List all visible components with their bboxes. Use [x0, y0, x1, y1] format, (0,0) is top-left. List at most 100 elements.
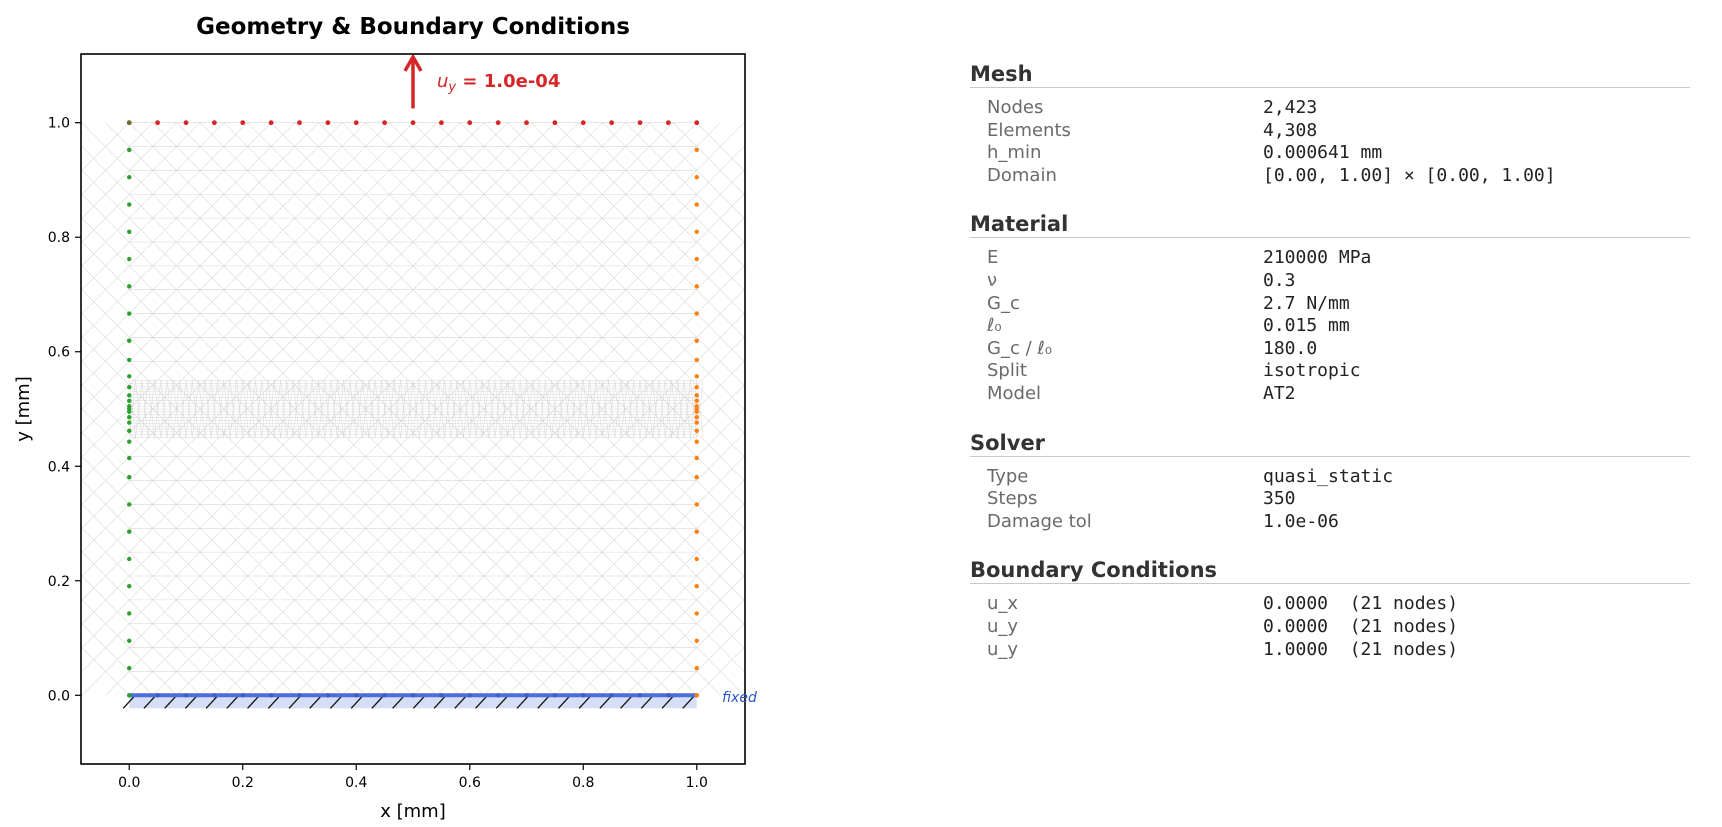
info-row-label: Type: [987, 465, 1029, 487]
top-node: [353, 120, 359, 126]
bottom-node: [354, 693, 359, 698]
bottom-node: [637, 693, 643, 698]
bottom-node: [439, 693, 444, 698]
right-node: [694, 414, 699, 420]
bottom-node: [325, 693, 331, 698]
right-node: [694, 584, 699, 589]
top-node: [637, 120, 643, 126]
load-arrow-head: [403, 53, 423, 72]
top-node: [694, 120, 700, 126]
info-row-value: 0.015 mm: [1263, 315, 1350, 337]
top-node: [609, 120, 615, 126]
mesh-grid: [81, 122, 745, 696]
section-mesh: Mesh Nodes 2,423 Elements 4,308 h_min 0.000641…: [970, 62, 1690, 187]
info-panel: Mesh Nodes 2,423 Elements 4,308 h_min 0.000641…: [970, 62, 1690, 686]
info-row-value: AT2: [1263, 382, 1296, 404]
x-axis-label: x [mm]: [380, 801, 446, 822]
top-node: [410, 120, 416, 126]
bottom-node: [609, 693, 614, 698]
section-solver: Solver Type quasi_static Steps 350 Damage tol…: [970, 431, 1690, 534]
bottom-node: [524, 693, 529, 698]
x-tick-label: 0.2: [232, 775, 254, 791]
bottom-node: [297, 693, 302, 698]
load-label-var: u: [437, 71, 448, 92]
plot-frame: [80, 53, 746, 765]
right-node: [694, 529, 699, 534]
top-node: [155, 120, 161, 126]
left-node: [127, 384, 132, 390]
left-node: [127, 529, 132, 534]
left-node: [127, 428, 132, 434]
right-node: [694, 147, 699, 153]
bottom-node: [552, 693, 558, 698]
right-node: [694, 474, 699, 480]
info-row-label: Model: [987, 382, 1042, 404]
fixed-support-hatch: [122, 694, 696, 709]
left-node: [127, 414, 132, 420]
info-row-value: isotropic: [1263, 360, 1361, 382]
right-node: [694, 175, 699, 180]
right-node: [694, 338, 699, 344]
left-node: [127, 398, 132, 404]
right-node: [694, 693, 699, 698]
bottom-node: [212, 693, 217, 698]
fixed-label: fixed: [722, 690, 757, 706]
right-node: [694, 311, 699, 316]
info-row: Model AT2: [970, 383, 1690, 406]
left-node: [127, 229, 132, 234]
mesh-refined-band: [129, 380, 704, 438]
bottom-node: [382, 693, 387, 698]
top-node: [240, 120, 246, 126]
info-row-value: 1.0000 (21 nodes): [1263, 638, 1459, 660]
info-row-label: Domain: [987, 164, 1057, 186]
right-node: [694, 229, 699, 234]
info-row-label: u_x: [987, 593, 1019, 615]
info-row-label: Nodes: [987, 97, 1044, 118]
left-node: [127, 393, 132, 398]
right-node: [694, 256, 699, 262]
info-row-label: E: [987, 247, 999, 269]
load-label: uy = 1.0e-04: [437, 71, 560, 95]
left-node: [127, 439, 132, 444]
info-row: Domain [0.00, 1.00] × [0.00, 1.00]: [970, 165, 1690, 188]
info-row-label: u_y: [987, 638, 1019, 660]
y-tick-label: 0.0: [48, 688, 70, 704]
left-node: [127, 693, 132, 698]
right-node: [694, 665, 699, 671]
info-row-label: G_c: [987, 292, 1020, 314]
section-title: Boundary Conditions: [970, 558, 1218, 583]
info-row: u_y 0.0000 (21 nodes): [970, 616, 1690, 639]
right-node: [694, 374, 699, 379]
section-title: Material: [970, 212, 1069, 237]
section-divider: [970, 237, 1690, 239]
info-row-value: 0.3: [1263, 269, 1296, 291]
section-title: Mesh: [970, 62, 1033, 86]
info-row-label: Split: [987, 360, 1027, 382]
left-node: [127, 420, 132, 425]
left-node: [127, 284, 132, 289]
load-label-value: = 1.0e-04: [456, 71, 560, 92]
right-node: [694, 284, 699, 289]
section-divider: [970, 87, 1690, 88]
x-tick-label: 1.0: [686, 775, 708, 791]
info-row-value: 4,308: [1263, 119, 1318, 141]
info-row-label: h_min: [987, 142, 1042, 164]
right-node: [694, 556, 699, 562]
bottom-node: [410, 693, 416, 698]
info-row: u_y 1.0000 (21 nodes): [970, 639, 1690, 662]
top-node: [211, 120, 217, 126]
info-row: Damage tol 1.0e-06: [970, 511, 1690, 534]
left-node: [127, 404, 132, 409]
y-tick-label: 0.4: [48, 459, 70, 475]
right-node: [694, 384, 699, 390]
right-node: [694, 357, 699, 363]
bottom-node: [240, 693, 245, 698]
right-node: [694, 455, 699, 461]
top-node: [524, 120, 529, 126]
y-tick-label: 0.8: [48, 230, 70, 246]
right-node: [694, 420, 699, 425]
left-node: [127, 474, 132, 480]
y-axis-label: y [mm]: [13, 376, 34, 442]
corner-node: [127, 120, 132, 125]
info-row-label: ℓ₀: [987, 315, 1002, 337]
